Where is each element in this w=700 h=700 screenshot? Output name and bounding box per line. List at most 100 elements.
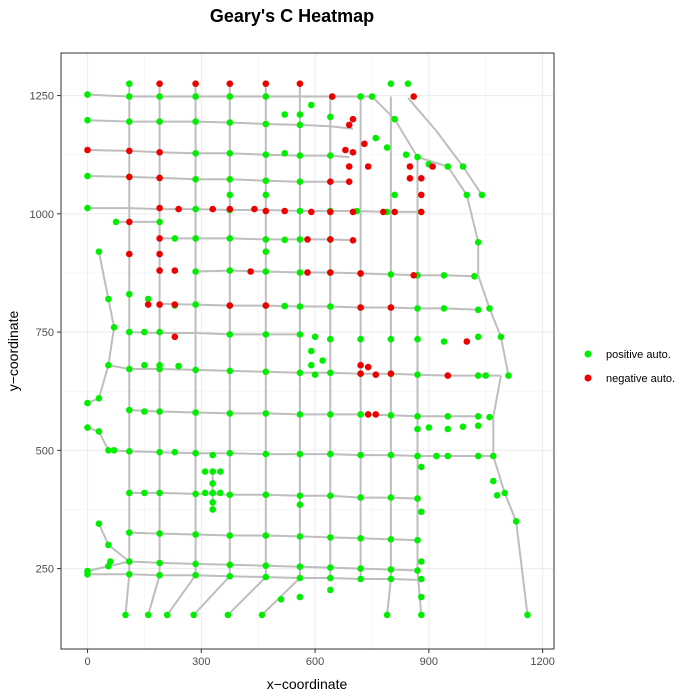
point-positive xyxy=(262,268,270,275)
point-positive xyxy=(414,371,421,379)
point-positive xyxy=(505,372,512,379)
point-negative xyxy=(251,205,258,213)
point-negative xyxy=(418,208,425,216)
point-positive xyxy=(192,235,199,242)
point-positive xyxy=(201,489,209,497)
point-positive xyxy=(262,368,270,376)
point-positive xyxy=(296,236,304,243)
point-positive xyxy=(277,596,285,603)
point-negative xyxy=(364,363,372,371)
point-positive xyxy=(296,269,304,276)
point-negative xyxy=(156,149,163,156)
point-negative xyxy=(304,269,311,276)
point-positive xyxy=(192,150,199,157)
point-positive xyxy=(262,573,270,581)
edge xyxy=(108,449,494,457)
point-negative xyxy=(156,250,163,258)
point-negative xyxy=(171,267,179,274)
point-negative xyxy=(327,208,334,216)
point-positive xyxy=(404,80,412,87)
point-positive xyxy=(308,361,315,369)
point-positive xyxy=(156,448,163,456)
point-positive xyxy=(486,413,493,421)
point-positive xyxy=(327,113,334,121)
point-positive xyxy=(474,372,482,379)
point-positive xyxy=(327,335,334,343)
point-negative xyxy=(156,267,163,274)
point-positive xyxy=(226,532,234,539)
point-positive xyxy=(524,611,531,619)
point-positive xyxy=(296,111,304,118)
point-positive xyxy=(144,295,152,303)
point-positive xyxy=(192,176,199,183)
point-positive xyxy=(262,191,270,199)
point-positive xyxy=(440,305,448,312)
point-positive xyxy=(126,558,133,565)
point-positive xyxy=(501,489,509,497)
point-negative xyxy=(342,146,349,154)
point-positive xyxy=(387,412,395,419)
point-positive xyxy=(192,366,199,374)
point-positive xyxy=(383,144,391,151)
point-positive xyxy=(190,611,197,619)
point-positive xyxy=(391,191,399,199)
point-positive xyxy=(327,303,334,310)
point-positive xyxy=(226,235,234,242)
point-positive xyxy=(296,411,304,418)
point-positive xyxy=(126,529,133,536)
point-positive xyxy=(296,121,304,129)
point-positive xyxy=(141,408,148,415)
point-negative xyxy=(387,304,395,311)
point-positive xyxy=(217,468,224,475)
point-positive xyxy=(84,399,91,407)
point-positive xyxy=(126,118,133,125)
point-positive xyxy=(486,305,493,312)
point-positive xyxy=(95,395,103,402)
point-negative xyxy=(345,163,353,170)
point-positive xyxy=(281,236,289,244)
point-positive xyxy=(357,535,364,542)
edge xyxy=(97,251,116,366)
point-positive xyxy=(418,558,425,565)
point-positive xyxy=(262,151,270,158)
x-tick-label: 600 xyxy=(306,656,324,668)
point-positive xyxy=(262,532,270,539)
x-tick-label: 0 xyxy=(84,656,90,668)
point-negative xyxy=(345,178,353,185)
point-positive xyxy=(105,541,112,549)
point-positive xyxy=(84,204,91,212)
point-positive xyxy=(262,450,270,458)
point-positive xyxy=(107,558,114,565)
point-positive xyxy=(141,361,148,369)
edge xyxy=(129,531,418,542)
point-positive xyxy=(490,452,497,460)
x-axis-ticks: 0 300 600 900 1200 xyxy=(84,649,555,668)
point-positive xyxy=(296,152,304,159)
point-positive xyxy=(84,116,91,124)
point-positive xyxy=(226,572,234,580)
point-positive xyxy=(459,423,467,431)
point-negative xyxy=(372,411,380,418)
point-positive xyxy=(357,93,364,100)
point-positive xyxy=(327,152,334,159)
x-tick-label: 300 xyxy=(192,656,210,668)
point-positive xyxy=(209,468,216,475)
point-negative xyxy=(262,80,270,87)
point-negative xyxy=(444,372,452,379)
point-positive xyxy=(357,451,364,459)
point-positive xyxy=(444,452,452,460)
point-positive xyxy=(414,335,421,343)
point-negative xyxy=(418,191,425,199)
point-negative xyxy=(262,207,270,215)
point-positive xyxy=(296,533,304,540)
edge xyxy=(371,95,510,376)
point-positive xyxy=(474,422,482,430)
point-positive xyxy=(387,575,395,583)
point-positive xyxy=(262,93,270,100)
point-positive xyxy=(209,506,216,513)
point-negative xyxy=(357,370,364,378)
y-axis-ticks: 250 500 750 1000 1250 xyxy=(30,91,61,576)
point-negative xyxy=(262,302,270,309)
point-positive xyxy=(327,534,334,541)
point-positive xyxy=(262,410,270,417)
